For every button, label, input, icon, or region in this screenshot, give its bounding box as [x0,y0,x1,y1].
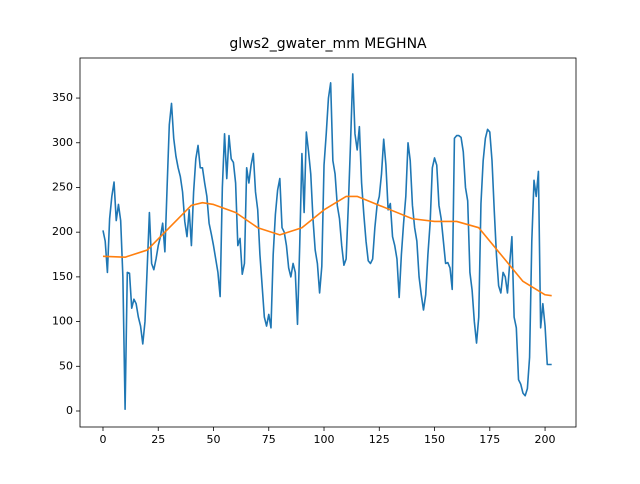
y-tick-label: 150 [52,270,73,283]
x-tick-label: 150 [424,433,445,446]
x-tick-label: 25 [151,433,165,446]
y-tick-label: 0 [66,404,73,417]
y-tick-label: 350 [52,91,73,104]
x-tick-label: 0 [99,433,106,446]
line-series [102,195,552,297]
x-tick-label: 100 [314,433,335,446]
x-tick-label: 125 [369,433,390,446]
chart-title: glws2_gwater_mm MEGHNA [229,36,427,52]
x-tick-label: 175 [479,433,500,446]
y-tick-label: 200 [52,225,73,238]
axes-frame [79,57,577,428]
x-tick-label: 50 [207,433,221,446]
y-tick-label: 100 [52,315,73,328]
y-tick-label: 50 [59,359,73,372]
y-tick-label: 300 [52,136,73,149]
line-series [102,73,552,411]
x-tick-label: 200 [535,433,556,446]
x-tick-label: 75 [262,433,276,446]
y-tick-label: 250 [52,180,73,193]
